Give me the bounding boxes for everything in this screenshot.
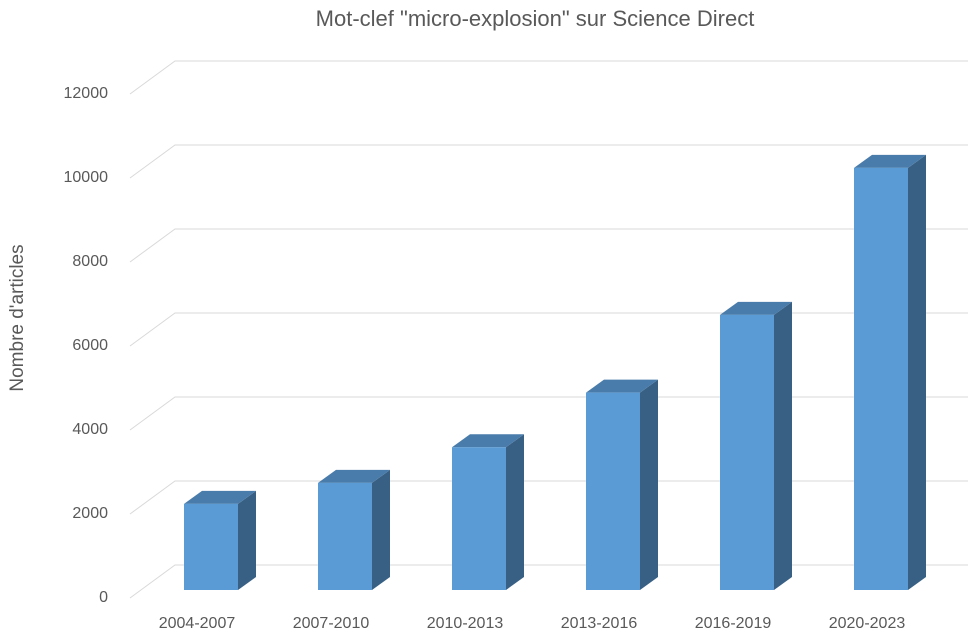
bar-front [452,447,506,590]
bar-side [372,469,390,590]
y-tick-label: 0 [99,589,108,606]
bar-front [184,503,238,590]
grid-line [129,228,968,263]
bar-side [908,154,926,590]
y-tick-label: 2000 [72,505,108,522]
bar-front [318,482,372,590]
x-tick-label: 2004-2007 [159,615,236,632]
x-tick-label: 2020-2023 [829,615,906,632]
bar-side [506,434,524,590]
x-tick-label: 2010-2013 [427,615,504,632]
x-tick-label: 2016-2019 [695,615,772,632]
grid-line [129,312,968,347]
bar-front [586,392,640,590]
y-tick-label: 4000 [72,421,108,438]
y-tick-label: 6000 [72,337,108,354]
bar-top [452,434,524,448]
bar-top [586,379,658,393]
y-tick-label: 8000 [72,253,108,270]
x-tick-label: 2007-2010 [293,615,370,632]
bar-front [720,314,774,590]
bar [586,379,658,590]
bar-side [774,301,792,590]
y-tick-label: 10000 [64,169,109,186]
grid-line [129,396,968,431]
bar-side [640,379,658,590]
bar-top [854,154,926,168]
grid-line [129,60,968,95]
bar-top [318,469,390,483]
bar [854,154,926,590]
x-tick-label: 2013-2016 [561,615,638,632]
grid-line [129,144,968,179]
bar [452,434,524,590]
bar [318,469,390,590]
bar-top [184,490,256,504]
chart-title: Mot-clef "micro-explosion" sur Science D… [316,6,755,31]
bar-top [720,301,792,315]
y-tick-label: 12000 [64,85,109,102]
grid-line [129,480,968,515]
bar [184,490,256,590]
grid-line [129,564,968,599]
bar-front [854,167,908,590]
y-axis-label: Nombre d'articles [7,244,28,391]
bar-side [238,490,256,590]
bar [720,301,792,590]
